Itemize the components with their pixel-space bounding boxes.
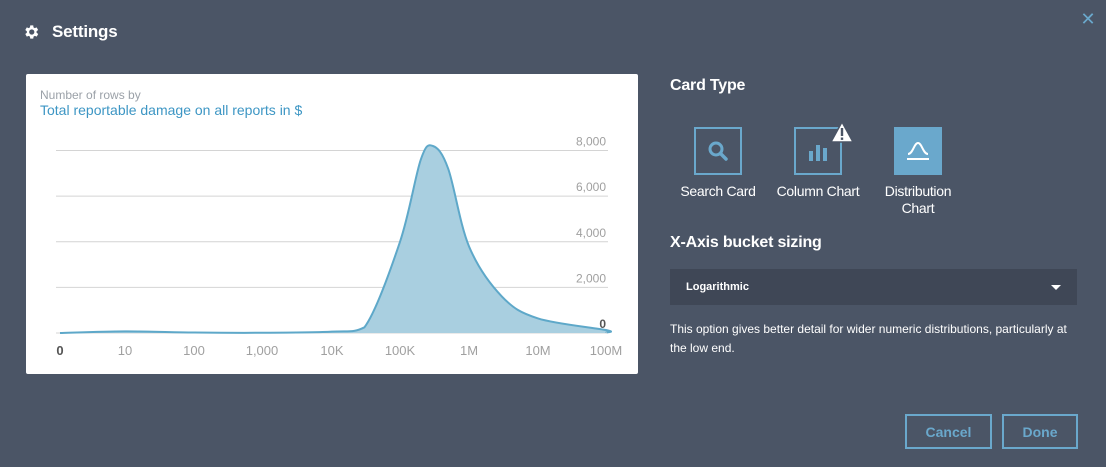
gear-icon <box>25 25 39 39</box>
x-tick-label: 0 <box>56 343 63 358</box>
close-icon[interactable]: ✕ <box>1080 9 1096 29</box>
card-type-label: Distribution Chart <box>884 183 952 216</box>
distribution-chart-icon[interactable] <box>894 127 942 175</box>
card-type-label: Column Chart <box>776 183 860 199</box>
warning-icon <box>830 121 854 143</box>
done-button[interactable]: Done <box>1002 414 1078 449</box>
select-value: Logarithmic <box>686 281 749 293</box>
distribution-area <box>60 145 612 333</box>
card-type-title: Card Type <box>670 77 746 94</box>
x-tick-label: 1M <box>460 343 478 358</box>
x-tick-label: 10M <box>525 343 550 358</box>
distribution-chart: 0 2,000 4,000 6,000 8,000 0 10 100 1,000 10K 100K 1… <box>56 135 623 358</box>
cancel-button[interactable]: Cancel <box>905 414 992 449</box>
xaxis-help-text: This option gives better detail for wide… <box>670 322 1067 355</box>
search-icon[interactable] <box>694 127 742 175</box>
distribution-line <box>59 144 612 334</box>
x-tick-label: 10K <box>320 343 343 358</box>
x-tick-label: 10 <box>118 343 132 358</box>
chart-preview: Number of rows by Total reportable damag… <box>26 74 638 374</box>
y-tick-label: 6,000 <box>576 180 606 194</box>
xaxis-sizing-select[interactable]: Logarithmic <box>670 269 1077 305</box>
dialog-header: Settings <box>22 20 118 44</box>
chart-field-name: Total reportable damage on all reports i… <box>40 102 303 118</box>
card-type-label: Search Card <box>680 183 756 199</box>
y-tick-label: 0 <box>599 317 606 331</box>
y-tick-label: 2,000 <box>576 271 606 285</box>
card-type-distribution[interactable]: Distribution Chart <box>870 127 966 217</box>
y-tick-label: 4,000 <box>576 226 606 240</box>
x-tick-label: 1,000 <box>246 343 279 358</box>
chevron-down-icon <box>1051 284 1061 290</box>
chart-caption: Number of rows by <box>40 88 141 102</box>
column-chart-icon[interactable] <box>794 121 854 175</box>
dialog-title: Settings <box>52 22 118 41</box>
x-tick-label: 100K <box>385 343 416 358</box>
xaxis-sizing-title: X-Axis bucket sizing <box>670 234 822 251</box>
card-type-column[interactable]: Column Chart <box>770 121 866 200</box>
card-type-search[interactable]: Search Card <box>670 127 766 200</box>
y-tick-label: 8,000 <box>576 135 606 149</box>
x-tick-label: 100 <box>183 343 205 358</box>
x-tick-label: 100M <box>590 343 623 358</box>
